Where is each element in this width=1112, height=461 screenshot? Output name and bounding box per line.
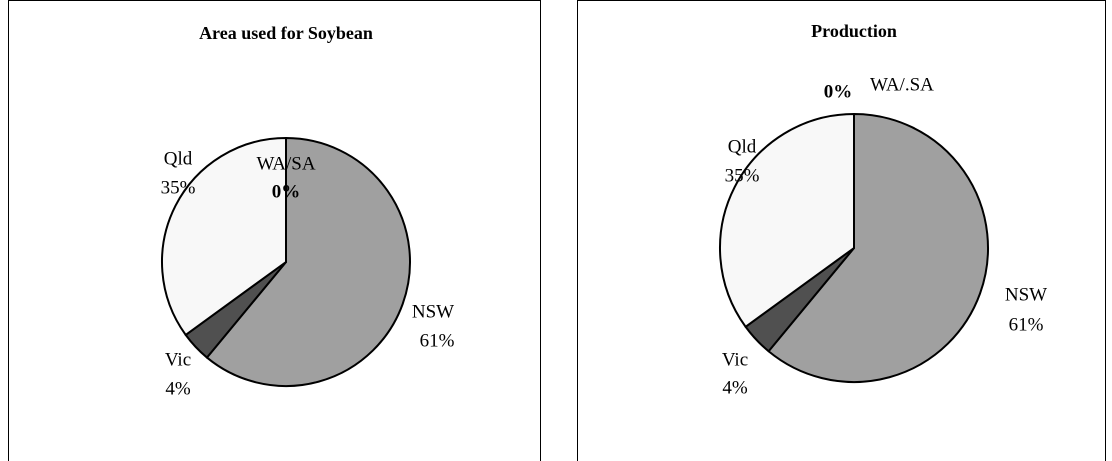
pie-slice: [719, 113, 855, 328]
slice-value-label: 35%: [725, 165, 760, 186]
slice-value-label: 61%: [420, 330, 455, 351]
chart-title: Production: [811, 21, 897, 41]
slice-label: Qld: [164, 148, 193, 169]
slice-value-label: 35%: [161, 177, 196, 198]
slice-label: NSW: [412, 301, 454, 322]
slice-label: WA/.SA: [870, 74, 934, 95]
slice-value-label: 0%: [272, 181, 301, 202]
chart-frame: [8, 0, 541, 461]
slice-value-label: 61%: [1009, 314, 1044, 335]
slice-value-label: 0%: [824, 81, 853, 102]
pie-slice: [205, 137, 411, 387]
slice-label: Vic: [165, 349, 191, 370]
chart-title: Area used for Soybean: [199, 23, 373, 43]
slice-label: Vic: [722, 349, 748, 370]
pie-slice: [767, 113, 989, 383]
pie-slice: [161, 137, 287, 336]
slice-value-label: 4%: [722, 377, 748, 398]
slice-label: WA/SA: [256, 153, 315, 174]
slice-label: NSW: [1005, 284, 1047, 305]
slice-value-label: 4%: [165, 378, 191, 399]
slice-label: Qld: [728, 136, 757, 157]
chart-frame: [577, 0, 1106, 461]
